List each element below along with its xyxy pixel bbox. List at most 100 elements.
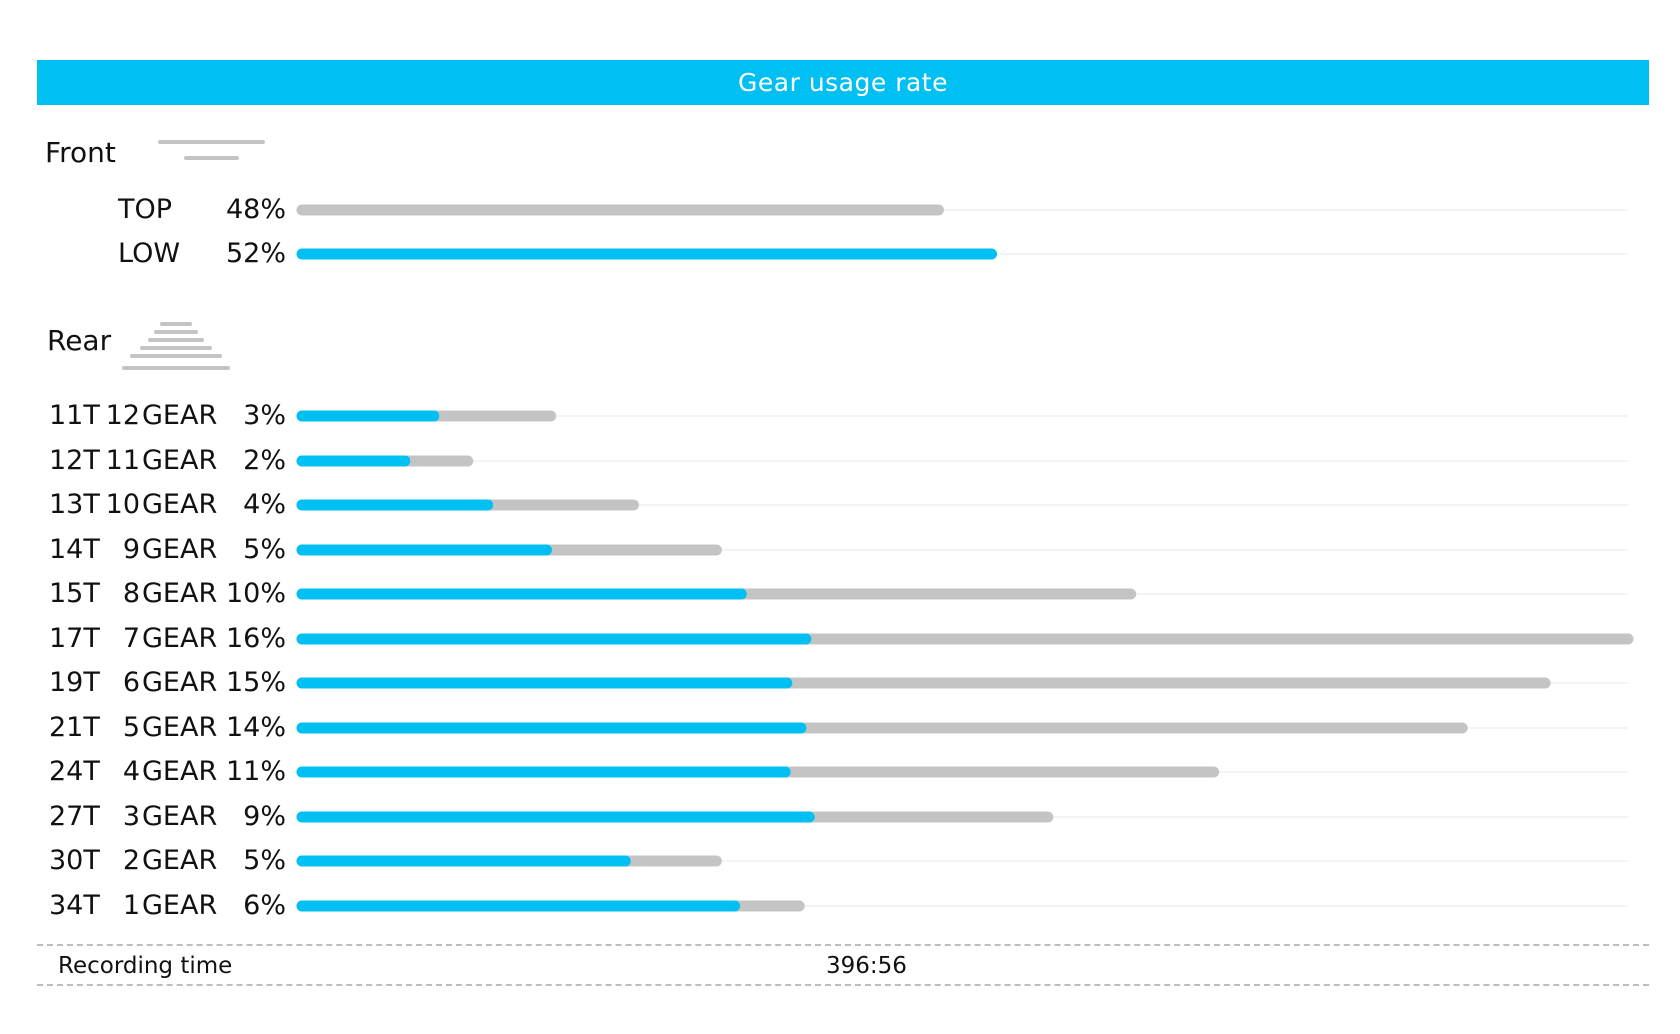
rear-gear-word: GEAR — [142, 400, 218, 431]
bar-svg — [296, 544, 722, 555]
rear-row: 15T 8 GEAR 10% — [0, 574, 1680, 614]
front-gear-label: LOW — [118, 238, 181, 269]
rear-percent-label: 16% — [225, 622, 286, 654]
bar-svg — [296, 855, 722, 867]
rear-gear-word: GEAR — [142, 622, 218, 654]
bar-track — [300, 415, 1628, 417]
icon-stripe — [160, 322, 192, 326]
bar-svg — [296, 204, 944, 216]
rear-percent-label: 3% — [243, 400, 286, 431]
rear-row: 30T 2 GEAR 5% — [0, 841, 1680, 881]
front-chainring-icon — [157, 140, 267, 164]
front-row: LOW 52% — [0, 234, 1680, 274]
chart-title-banner: Gear usage rate — [37, 60, 1649, 105]
rear-gear-number: 9 — [122, 533, 140, 565]
recording-time-value: 396:56 — [826, 953, 907, 979]
rear-row: 21T 5 GEAR 14% — [0, 708, 1680, 748]
rear-gear-number: 5 — [122, 711, 140, 743]
bar-track — [300, 209, 1628, 211]
rear-row: 19T 6 GEAR 15% — [0, 663, 1680, 703]
rear-row: 24T 4 GEAR 11% — [0, 752, 1680, 792]
rear-row: 13T 10 GEAR 4% — [0, 485, 1680, 525]
rear-gear-word: GEAR — [142, 667, 218, 698]
rear-gear-number: 11 — [105, 444, 140, 476]
rear-gear-number: 3 — [122, 800, 140, 832]
front-gear-label: TOP — [118, 194, 173, 225]
icon-stripe — [154, 330, 198, 334]
rear-gear-number: 7 — [122, 622, 140, 654]
rear-row: 34T 1 GEAR 6% — [0, 886, 1680, 926]
bar-svg — [296, 633, 1634, 644]
rear-gear-number: 8 — [122, 578, 140, 609]
rear-percent-label: 5% — [243, 533, 286, 565]
icon-stripe — [158, 140, 265, 144]
rear-row: 17T 7 GEAR 16% — [0, 619, 1680, 659]
bar-track — [300, 548, 1628, 551]
rear-gear-word: GEAR — [142, 711, 218, 743]
bar-svg — [296, 900, 805, 911]
rear-percent-label: 9% — [243, 800, 286, 832]
bar-svg — [296, 811, 1054, 822]
front-percent-label: 48% — [225, 194, 286, 225]
rear-row: 14T 9 GEAR 5% — [0, 530, 1680, 570]
rear-percent-label: 11% — [225, 756, 286, 787]
rear-percent-label: 2% — [243, 444, 286, 476]
bar-svg — [296, 410, 557, 422]
rear-teeth-label: 13T — [49, 489, 100, 520]
rear-gear-number: 6 — [122, 667, 140, 698]
bar-svg — [296, 499, 639, 511]
rear-gear-number: 1 — [122, 889, 140, 921]
rear-teeth-label: 30T — [49, 845, 100, 876]
bar-svg — [296, 455, 474, 466]
rear-gear-word: GEAR — [142, 845, 218, 876]
rear-percent-label: 15% — [225, 667, 286, 698]
rear-teeth-label: 34T — [49, 889, 100, 921]
rear-cassette-icon — [122, 322, 232, 374]
chart-title: Gear usage rate — [738, 68, 948, 97]
rear-teeth-label: 11T — [49, 400, 100, 431]
icon-stripe — [148, 338, 204, 342]
rear-teeth-label: 24T — [49, 756, 100, 787]
rear-gear-word: GEAR — [142, 578, 218, 609]
icon-stripe — [140, 346, 212, 350]
rear-gear-number: 4 — [122, 756, 140, 787]
rear-teeth-label: 21T — [49, 711, 100, 743]
rear-teeth-label: 12T — [49, 444, 100, 476]
recording-time-label: Recording time — [58, 953, 233, 979]
rear-teeth-label: 15T — [49, 578, 100, 609]
rear-percent-label: 6% — [243, 889, 286, 921]
rear-percent-label: 4% — [243, 489, 286, 520]
rear-section-title: Rear — [47, 324, 112, 357]
rear-percent-label: 10% — [225, 578, 286, 609]
rear-teeth-label: 14T — [49, 533, 100, 565]
rear-gear-word: GEAR — [142, 444, 218, 476]
bar-track — [300, 860, 1628, 862]
rear-teeth-label: 19T — [49, 667, 100, 698]
rear-teeth-label: 27T — [49, 800, 100, 832]
bar-svg — [296, 677, 1551, 689]
bar-track — [300, 504, 1628, 506]
rear-gear-word: GEAR — [142, 889, 218, 921]
front-percent-label: 52% — [225, 238, 286, 269]
icon-stripe — [184, 156, 239, 160]
rear-row: 11T 12 GEAR 3% — [0, 396, 1680, 436]
bar-track — [300, 459, 1628, 462]
bar-svg — [296, 588, 1137, 600]
recording-time-row: Recording time 396:56 — [37, 945, 1649, 987]
rear-gear-word: GEAR — [142, 533, 218, 565]
bar-svg — [296, 248, 998, 260]
footer-top-divider — [37, 944, 1649, 946]
rear-gear-number: 10 — [105, 489, 140, 520]
bar-svg — [296, 766, 1220, 778]
rear-percent-label: 14% — [225, 711, 286, 743]
rear-gear-number: 2 — [122, 845, 140, 876]
rear-gear-word: GEAR — [142, 800, 218, 832]
rear-percent-label: 5% — [243, 845, 286, 876]
front-row: TOP 48% — [0, 190, 1680, 230]
rear-row: 27T 3 GEAR 9% — [0, 797, 1680, 837]
rear-row: 12T 11 GEAR 2% — [0, 441, 1680, 481]
rear-gear-number: 12 — [105, 400, 140, 431]
rear-gear-word: GEAR — [142, 489, 218, 520]
rear-gear-word: GEAR — [142, 756, 218, 787]
icon-stripe — [130, 354, 222, 358]
